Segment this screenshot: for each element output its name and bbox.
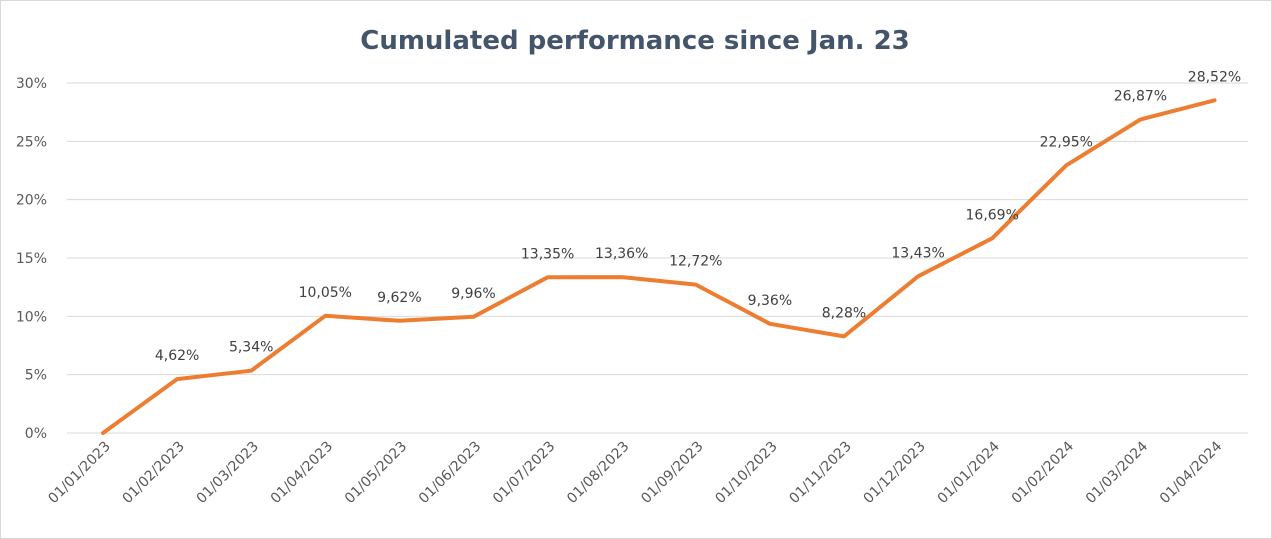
- data-label: 12,72%: [669, 254, 722, 270]
- x-tick-label: 01/02/2024: [1009, 438, 1077, 506]
- data-label: 16,69%: [966, 207, 1019, 223]
- x-tick-label: 01/12/2023: [861, 439, 929, 507]
- data-label: 10,05%: [299, 285, 352, 301]
- data-label: 4,62%: [155, 348, 199, 364]
- x-tick-label: 01/03/2023: [194, 439, 262, 507]
- data-label: 28,52%: [1188, 69, 1241, 85]
- data-label: 22,95%: [1040, 134, 1093, 150]
- data-label: 9,62%: [377, 290, 421, 306]
- x-tick-label: 01/05/2023: [342, 439, 410, 507]
- x-tick-label: 01/01/2023: [45, 439, 113, 507]
- data-label: 5,34%: [229, 340, 273, 356]
- x-tick-label: 01/08/2023: [564, 439, 632, 507]
- x-tick-label: 01/01/2024: [935, 438, 1003, 506]
- x-tick-label: 01/04/2024: [1157, 438, 1225, 506]
- x-tick-label: 01/07/2023: [490, 439, 558, 507]
- x-tick-label: 01/04/2023: [268, 439, 336, 507]
- y-tick-label: 10%: [16, 309, 47, 325]
- chart-title: Cumulated performance since Jan. 23: [360, 26, 910, 56]
- y-tick-label: 5%: [25, 368, 47, 384]
- data-label: 13,35%: [521, 246, 574, 262]
- x-tick-label: 01/10/2023: [712, 439, 780, 507]
- data-label: 9,96%: [451, 286, 495, 302]
- x-tick-label: 01/03/2024: [1083, 438, 1151, 506]
- series-line: [101, 98, 1217, 435]
- y-tick-label: 30%: [16, 76, 47, 92]
- data-label: 13,43%: [891, 245, 944, 261]
- y-tick-label: 25%: [16, 134, 47, 150]
- data-label: 8,28%: [822, 305, 866, 321]
- y-tick-label: 15%: [16, 251, 47, 267]
- y-tick-label: 20%: [16, 193, 47, 209]
- data-label: 13,36%: [595, 246, 648, 262]
- x-tick-label: 01/09/2023: [638, 439, 706, 507]
- data-label: 9,36%: [748, 293, 792, 309]
- x-tick-label: 01/11/2023: [786, 439, 854, 507]
- y-tick-label: 0%: [25, 426, 47, 442]
- x-tick-label: 01/06/2023: [416, 439, 484, 507]
- x-tick-label: 01/02/2023: [120, 439, 188, 507]
- data-label: 26,87%: [1114, 89, 1167, 105]
